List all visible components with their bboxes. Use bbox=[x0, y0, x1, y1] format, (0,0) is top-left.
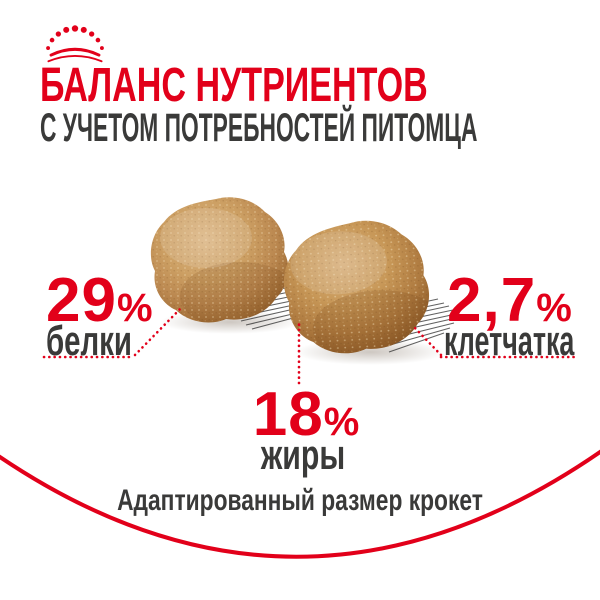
nutrient-fiber-label: клетчатка bbox=[444, 317, 575, 364]
royal-canin-crown-icon bbox=[46, 25, 104, 63]
fat-number: 18 bbox=[252, 380, 324, 449]
page-subtitle: С УЧЕТОМ ПОТРЕБНОСТЕЙ ПИТОМЦА bbox=[40, 106, 478, 150]
nutrient-fat-label: жиры bbox=[260, 431, 346, 478]
protein-percent-sign: % bbox=[116, 286, 153, 330]
nutrient-protein-label: белки bbox=[46, 317, 132, 364]
kibble-left bbox=[150, 197, 289, 323]
nutrient-fat-value: 18% bbox=[236, 384, 376, 453]
fiber-percent-sign: % bbox=[536, 286, 572, 330]
nutrient-protein-value: 29% bbox=[46, 270, 153, 339]
protein-number: 29 bbox=[46, 266, 117, 335]
bottom-arc bbox=[0, 449, 600, 559]
nutrient-fiber-value: 2,7% bbox=[447, 270, 572, 339]
fiber-number: 2,7 bbox=[447, 266, 537, 335]
connector-diagonal-fiber bbox=[412, 325, 443, 357]
page-title: БАЛАНС НУТРИЕНТОВ bbox=[40, 59, 428, 112]
fat-percent-sign: % bbox=[323, 400, 360, 444]
connector-diagonal-protein bbox=[133, 304, 185, 357]
kibble-size-caption: Адаптированный размер крокет bbox=[117, 484, 483, 517]
